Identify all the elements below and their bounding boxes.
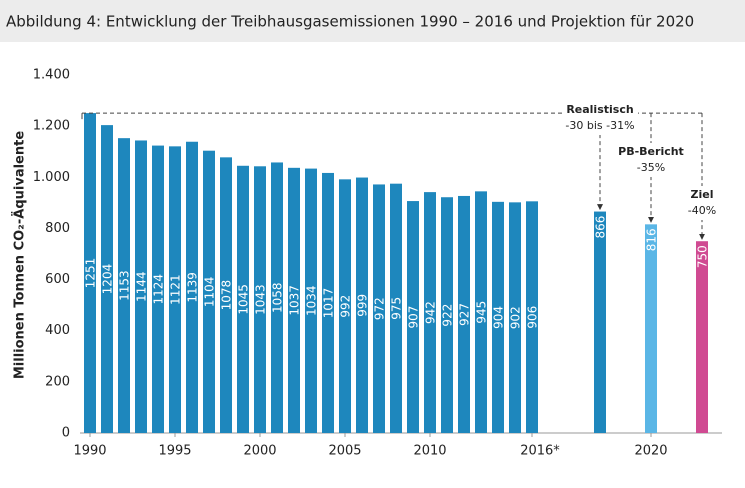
annotation-title: PB-Bericht xyxy=(618,145,684,158)
bar xyxy=(407,201,419,433)
value-label: 1078 xyxy=(220,280,234,311)
x-tick-label: 2020 xyxy=(634,444,667,459)
value-label: 1251 xyxy=(84,258,98,289)
bar xyxy=(305,168,317,433)
bar xyxy=(424,192,436,433)
value-label: 1124 xyxy=(152,274,166,305)
bar xyxy=(696,241,708,433)
annotation-box xyxy=(672,186,732,220)
chart-title: Abbildung 4: Entwicklung der Treibhausga… xyxy=(6,13,694,31)
value-label: 1043 xyxy=(254,284,268,315)
value-label: 1139 xyxy=(186,272,200,303)
y-axis-label: Millionen Tonnen CO₂-Äquivalente xyxy=(12,131,28,379)
y-tick-label: 400 xyxy=(45,323,70,338)
annotation-title: Realistisch xyxy=(566,103,633,116)
bar xyxy=(84,113,96,433)
y-tick-label: 1.000 xyxy=(33,170,70,185)
bar xyxy=(594,211,606,433)
bar xyxy=(492,201,504,433)
x-tick-label: 2010 xyxy=(413,444,446,459)
bar xyxy=(186,141,198,433)
y-tick-label: 1.400 xyxy=(33,68,70,83)
bar xyxy=(441,197,453,433)
value-label: 927 xyxy=(458,303,472,326)
bar xyxy=(645,224,657,433)
annotation-title: Ziel xyxy=(691,188,714,201)
annotation-box xyxy=(621,143,681,177)
value-label: 1017 xyxy=(322,288,336,319)
bar xyxy=(526,201,538,433)
bar xyxy=(101,125,113,434)
y-tick-label: 1.200 xyxy=(33,119,70,134)
value-label: 1058 xyxy=(271,282,285,313)
value-label: 907 xyxy=(407,306,421,329)
value-label: 1121 xyxy=(169,274,183,305)
value-label: 922 xyxy=(441,304,455,327)
bar xyxy=(135,140,147,433)
x-tick-label: 1990 xyxy=(73,444,106,459)
bar xyxy=(458,195,470,433)
bar xyxy=(373,184,385,433)
annotation-text: -30 bis -31% xyxy=(565,119,634,132)
value-label: 904 xyxy=(492,306,506,329)
annotation-text: -40% xyxy=(688,204,716,217)
bar xyxy=(509,202,521,433)
bar xyxy=(254,166,266,434)
value-label: 1037 xyxy=(288,285,302,316)
bar xyxy=(475,191,487,433)
bar xyxy=(237,165,249,433)
value-label: 902 xyxy=(509,306,523,329)
value-label: 945 xyxy=(475,301,489,324)
value-label: 750 xyxy=(696,245,710,268)
value-label: 942 xyxy=(424,301,438,324)
bar xyxy=(118,138,130,433)
x-tick-label: 1995 xyxy=(158,444,191,459)
bar xyxy=(152,145,164,433)
value-label: 1153 xyxy=(118,270,132,301)
bar xyxy=(356,177,368,433)
x-tick-label: 2000 xyxy=(243,444,276,459)
y-tick-label: 800 xyxy=(45,221,70,236)
value-label: 906 xyxy=(526,306,540,329)
x-tick-label: 2005 xyxy=(328,444,361,459)
value-label: 1104 xyxy=(203,277,217,308)
y-tick-label: 0 xyxy=(62,426,70,441)
value-label: 975 xyxy=(390,297,404,320)
value-label: 1045 xyxy=(237,284,251,315)
bar xyxy=(203,150,215,434)
y-tick-label: 600 xyxy=(45,272,70,287)
value-label: 816 xyxy=(645,228,659,251)
bar xyxy=(271,162,283,433)
value-label: 972 xyxy=(373,297,387,320)
value-label: 1204 xyxy=(101,264,115,295)
x-tick-label: 2016* xyxy=(520,444,560,459)
value-label: 866 xyxy=(594,216,608,239)
bar xyxy=(169,146,181,433)
bar xyxy=(322,172,334,433)
bar xyxy=(288,167,300,433)
bar xyxy=(339,179,351,433)
value-label: 992 xyxy=(339,295,353,318)
annotation-box xyxy=(562,101,638,135)
bar xyxy=(220,157,232,433)
annotation-text: -35% xyxy=(637,161,665,174)
value-label: 1034 xyxy=(305,286,319,317)
y-tick-label: 200 xyxy=(45,374,70,389)
value-label: 1144 xyxy=(135,271,149,302)
title-band xyxy=(0,0,745,42)
value-label: 999 xyxy=(356,294,370,317)
bar xyxy=(390,183,402,433)
